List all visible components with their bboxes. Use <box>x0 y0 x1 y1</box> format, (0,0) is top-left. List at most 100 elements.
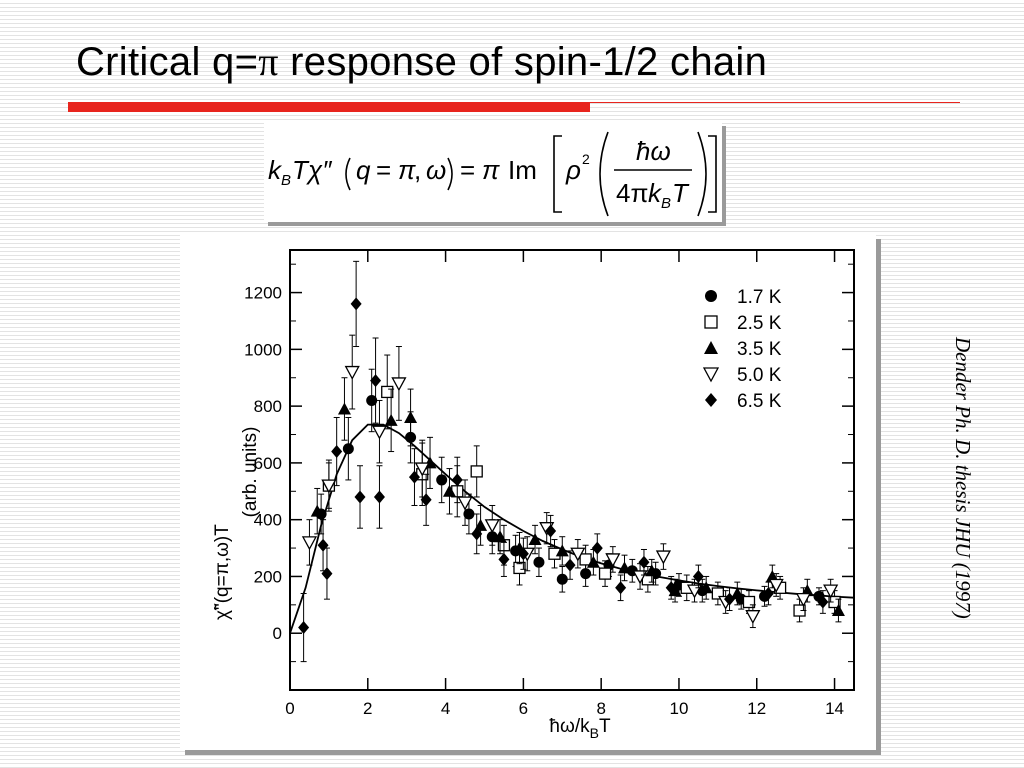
y-tick-label: 0 <box>273 624 282 643</box>
data-point <box>414 462 430 477</box>
data-point <box>645 564 659 577</box>
y-tick-label: 600 <box>254 454 282 473</box>
data-point <box>301 536 318 551</box>
data-point <box>618 561 632 574</box>
data-point <box>768 578 784 593</box>
data-point <box>391 377 407 392</box>
title-rest: response of spin-1/2 chain <box>278 40 768 84</box>
x-tick-label: 2 <box>363 699 372 718</box>
data-point <box>632 570 648 585</box>
data-point <box>598 567 612 580</box>
data-point <box>317 538 329 552</box>
data-point <box>344 365 360 380</box>
data-point <box>373 490 385 504</box>
data-point <box>381 385 394 399</box>
formula-bigparen-right <box>697 131 707 217</box>
x-axis-label: ħω/kBT <box>549 716 611 741</box>
legend-label: 6.5 K <box>737 391 782 412</box>
data-point <box>545 524 557 538</box>
data-point <box>408 470 420 484</box>
formula-eq1: = <box>376 155 391 185</box>
y-axis-unit: (arb. units) <box>240 427 261 518</box>
data-point <box>474 518 488 531</box>
formula-box: k B T χ″ q = π , ω = π Im ρ 2 ħω 4π k B … <box>264 122 722 222</box>
data-point <box>831 604 845 617</box>
data-point <box>321 567 333 581</box>
x-axis-label-sub: B <box>590 725 599 741</box>
data-point <box>370 374 382 388</box>
data-point <box>730 586 744 599</box>
data-point <box>579 553 592 566</box>
formula-k2: k <box>648 178 663 208</box>
data-point <box>533 556 545 568</box>
data-point <box>493 530 507 543</box>
data-point <box>591 541 603 555</box>
data-point <box>564 558 576 572</box>
formula-t2: T <box>672 178 690 208</box>
formula-pi2: π <box>482 155 500 185</box>
data-point <box>699 581 713 594</box>
data-point <box>366 394 378 406</box>
data-point <box>342 443 354 455</box>
title-rule-accent <box>68 102 590 112</box>
data-point <box>463 508 475 520</box>
formula-eq2: = <box>460 155 475 185</box>
data-point <box>528 533 542 546</box>
legend-label: 5.0 K <box>737 365 782 386</box>
title-rule-thin <box>590 102 960 103</box>
formula-pi1: π <box>398 155 416 185</box>
tick-labels: 0 2 4 6 8 10 12 14 0 200 400 600 800 1000 1200 <box>244 284 844 718</box>
data-point <box>517 547 529 561</box>
y-tick-label: 1200 <box>244 284 282 303</box>
x-tick-label: 10 <box>670 699 689 718</box>
title-pi: π <box>258 39 279 84</box>
data-point <box>762 586 774 600</box>
data-point <box>404 410 418 423</box>
legend-marker <box>705 393 717 407</box>
data-point <box>745 610 761 625</box>
x-tick-label: 0 <box>285 699 294 718</box>
data-point <box>442 484 456 497</box>
formula-paren-right <box>447 157 453 191</box>
formula-omega1: ω <box>426 155 446 185</box>
formula-comma: , <box>414 155 421 185</box>
formula-sub-b2: B <box>661 195 671 212</box>
chart-svg: 0 2 4 6 8 10 12 14 0 200 400 600 800 1000 1200 1.7 K 2.… <box>212 249 855 741</box>
data-point <box>655 550 671 565</box>
data-point <box>451 473 463 487</box>
data-point <box>354 490 366 504</box>
data-point <box>498 552 510 566</box>
data-point <box>337 402 351 415</box>
legend-label: 1.7 K <box>737 287 782 308</box>
formula-bracket-left <box>553 135 562 213</box>
data-point <box>371 425 388 440</box>
legend-marker <box>704 341 718 354</box>
citation: Dender Ph. D. thesis JHU (1997) <box>951 337 975 619</box>
legend-marker <box>705 290 717 302</box>
data-point <box>605 553 621 568</box>
formula-sub-b: B <box>281 172 291 189</box>
data-point <box>457 496 473 511</box>
data-points <box>298 260 845 663</box>
y-tick-label: 200 <box>254 567 282 586</box>
data-point <box>436 474 448 486</box>
chart-container: 0 2 4 6 8 10 12 14 0 200 400 600 800 1000 1200 1.7 K 2.… <box>180 234 876 750</box>
data-point <box>310 504 324 517</box>
x-axis-label-tail: T <box>599 716 611 737</box>
data-point <box>470 465 483 478</box>
y-tick-label: 800 <box>254 397 282 416</box>
data-point <box>665 581 677 595</box>
data-point <box>615 581 627 595</box>
data-point <box>742 595 756 609</box>
title-text: Critical q= <box>76 40 259 84</box>
page-title: Critical q=π response of spin-1/2 chain <box>76 38 767 85</box>
data-point <box>795 593 812 608</box>
data-point <box>484 519 500 534</box>
data-point <box>817 595 829 609</box>
formula-chi: χ″ <box>306 155 332 185</box>
formula-hbar-omega: ħω <box>636 136 671 166</box>
data-point <box>420 493 432 507</box>
formula-bigparen-left <box>599 131 609 217</box>
data-point <box>331 445 343 459</box>
x-tick-label: 8 <box>596 699 605 718</box>
